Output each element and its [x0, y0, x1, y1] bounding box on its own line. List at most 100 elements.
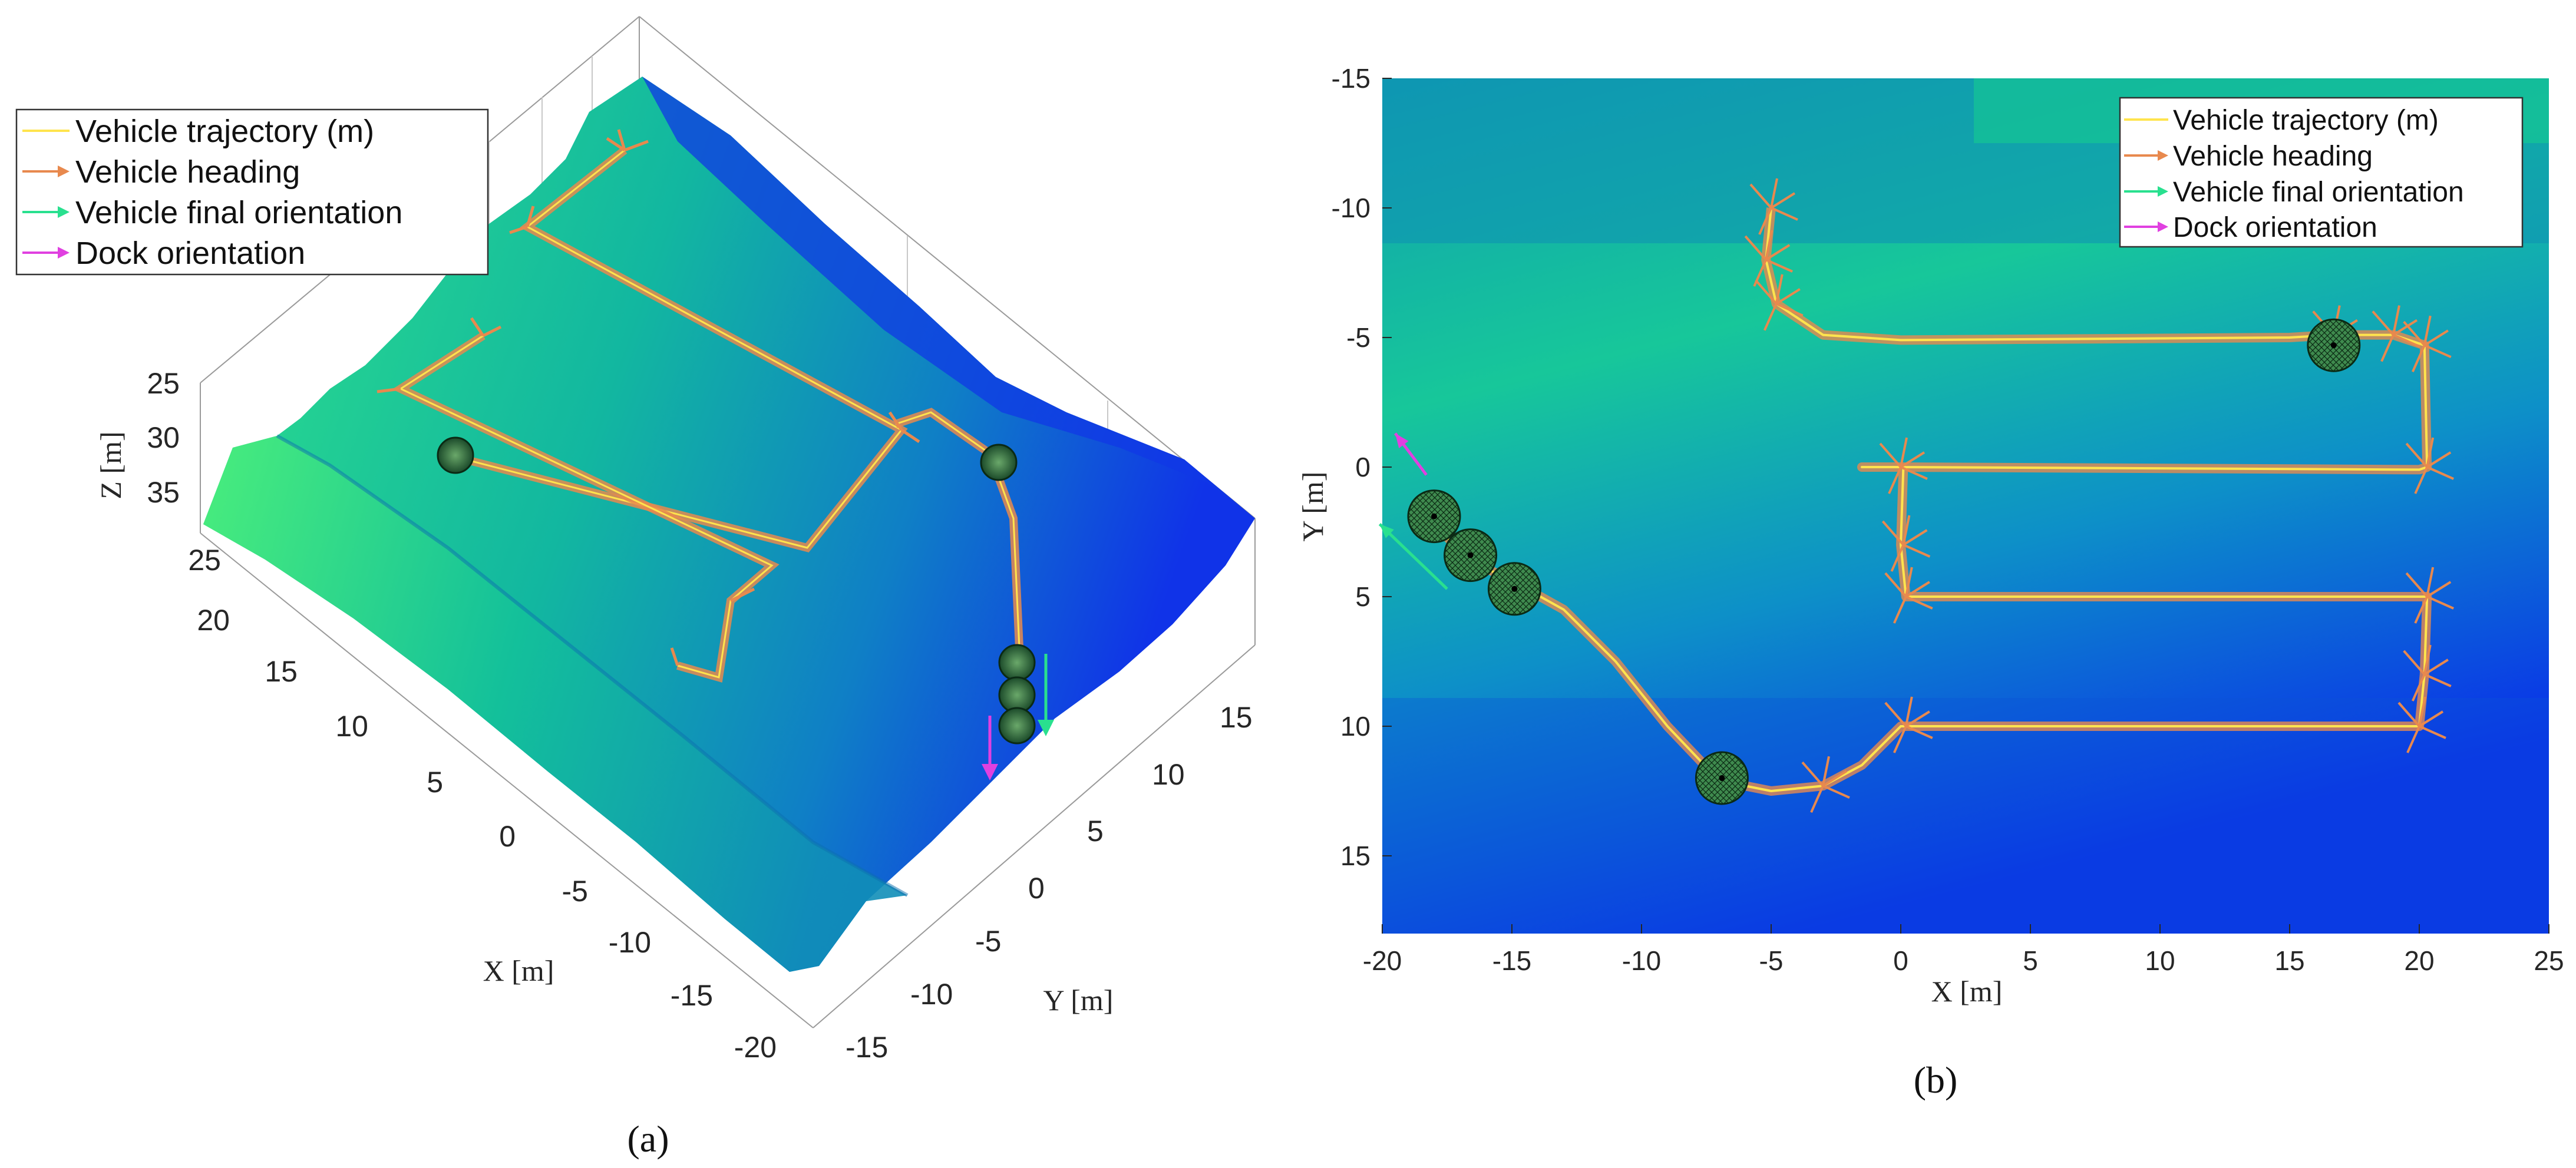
heading-arrow: [1905, 725, 1933, 739]
heading-arrow: [1775, 302, 1804, 317]
heading-arrow: [2426, 437, 2435, 468]
heading-arrow: [1879, 442, 1902, 468]
heading-arrow: [1900, 451, 1926, 468]
x3d-tick-label: 15: [265, 655, 298, 688]
heading-arrow: [1770, 178, 1778, 209]
dock-marker: [2307, 318, 2361, 372]
heading-arrow: [2423, 659, 2449, 676]
heading-arrow: [1884, 702, 1907, 727]
legend-b-dock: Dock orientation: [2173, 212, 2377, 243]
x3d-tick-label: 20: [197, 604, 230, 637]
heading-arrow: [1810, 785, 1824, 813]
panel-a-orientation-arrows: [982, 654, 1054, 780]
heading-arrow: [1893, 596, 1907, 624]
x-tick-label: -15: [1492, 945, 1531, 976]
heading-arrow: [1801, 761, 1824, 787]
dock-orientation-arrow: [1394, 432, 1428, 476]
x-tick-label: 0: [1893, 945, 1908, 976]
heading-arrow: [1884, 572, 1907, 598]
heading-arrow: [2411, 674, 2426, 702]
heading-arrow: [2403, 320, 2426, 346]
panel-a-box: [200, 16, 1256, 1028]
heading-arrow: [2372, 310, 2395, 336]
heading-arrow: [2423, 673, 2452, 687]
heading-arrow: [1881, 520, 1904, 546]
heading-arrow: [1758, 207, 1772, 235]
heading-arrow: [2426, 466, 2455, 480]
y-tick-label: 0: [1355, 452, 1370, 482]
heading-arrow: [1903, 544, 1931, 558]
panel-b-xlabel: X [m]: [1931, 975, 2003, 1008]
heading-arrow: [2426, 581, 2452, 598]
heading-arrow: [2423, 315, 2432, 346]
dock-marker: [998, 707, 1036, 745]
x3d-tick-label: 5: [427, 766, 443, 799]
heading-arrow: [1749, 183, 1772, 209]
heading-arrow: [1765, 259, 1794, 273]
y-tick-label: 15: [1340, 841, 1370, 871]
heading-arrow: [2423, 329, 2449, 346]
caption-b: (b): [1914, 1059, 1958, 1101]
panel-a-xlabel: X [m]: [483, 954, 554, 987]
heading-arrow: [2392, 319, 2418, 336]
x3d-tick-label: -5: [562, 875, 588, 908]
heading-arrow: [1888, 466, 1902, 494]
legend-a-dock: Dock orientation: [75, 236, 305, 271]
y-tick-label: 10: [1340, 711, 1370, 742]
heading-arrow: [1775, 274, 1784, 305]
heading-arrow: [2403, 650, 2426, 676]
x3d-tick-label: -15: [671, 979, 713, 1012]
panel-a-ticks: -20 -15 -10 -5 0 5 10 15 20 25 -15 -10 -5 0 5 10 15 25 30 3…: [147, 367, 1252, 1064]
x-tick-label: 25: [2534, 945, 2564, 976]
heading-arrow: [1905, 710, 1930, 727]
legend-b-final: Vehicle final orientation: [2173, 177, 2464, 208]
heading-arrow: [1775, 288, 1801, 305]
heading-arrow: [1771, 207, 1798, 221]
dock-marker: [980, 444, 1018, 481]
heading-arrow: [2426, 595, 2455, 610]
y3d-tick-label: 10: [1152, 758, 1185, 791]
z3d-tick-label: 25: [147, 367, 180, 400]
y3d-tick-label: -5: [975, 925, 1001, 958]
x-tick-label: 15: [2274, 945, 2304, 976]
x-tick-label: -20: [1363, 945, 1402, 976]
legend-b-trajectory: Vehicle trajectory (m): [2173, 105, 2439, 136]
y3d-tick-label: 15: [1220, 701, 1253, 734]
heading-arrow: [2380, 334, 2395, 362]
heading-arrow: [1765, 230, 1774, 260]
heading-arrow: [1900, 466, 1928, 480]
panel-a-trajectory: [377, 129, 1026, 696]
x-tick-label: -10: [1622, 945, 1661, 976]
heading-arrow: [1905, 595, 1933, 610]
legend-a-final: Vehicle final orientation: [75, 195, 402, 230]
heading-arrow: [2405, 572, 2428, 598]
y3d-tick-label: 0: [1028, 872, 1045, 905]
heading-arrow: [2397, 702, 2420, 727]
heading-arrow: [2405, 442, 2428, 468]
heading-arrow: [2406, 726, 2420, 753]
y-tick-label: -15: [1332, 63, 1370, 94]
heading-arrow: [2414, 466, 2429, 494]
heading-arrow: [1765, 244, 1791, 261]
x-tick-label: 5: [2023, 945, 2038, 976]
heading-arrow: [1903, 529, 1928, 546]
heading-arrow: [1755, 279, 1778, 305]
panel-b-ticks: -20 -15 -10 -5 0 5 10 15 20 25 -15 -10 -5 0 5 10 15: [1332, 63, 2564, 976]
heading-arrow: [2426, 451, 2452, 468]
heading-arrow: [1763, 303, 1778, 331]
heading-arrow: [1905, 581, 1930, 598]
heading-arrow: [2419, 725, 2446, 739]
x-tick-label: 10: [2145, 945, 2175, 976]
x-tick-label: 20: [2404, 945, 2434, 976]
heading-arrow: [2426, 567, 2435, 597]
y-tick-label: -5: [1346, 322, 1370, 353]
z3d-tick-label: 35: [147, 476, 180, 509]
heading-arrow: [1904, 567, 1913, 597]
panel-a-zlabel: Z [m]: [94, 431, 127, 499]
dock-marker: [1444, 528, 1498, 583]
z3d-tick-label: 30: [147, 421, 180, 454]
panel-b-ylabel: Y [m]: [1296, 472, 1329, 542]
panel-b: -20 -15 -10 -5 0 5 10 15 20 25 -15 -10 -5 0 5 10 15 X [m…: [1296, 63, 2564, 1101]
y3d-tick-label: -10: [910, 978, 953, 1011]
dock-marker: [1487, 562, 1541, 616]
